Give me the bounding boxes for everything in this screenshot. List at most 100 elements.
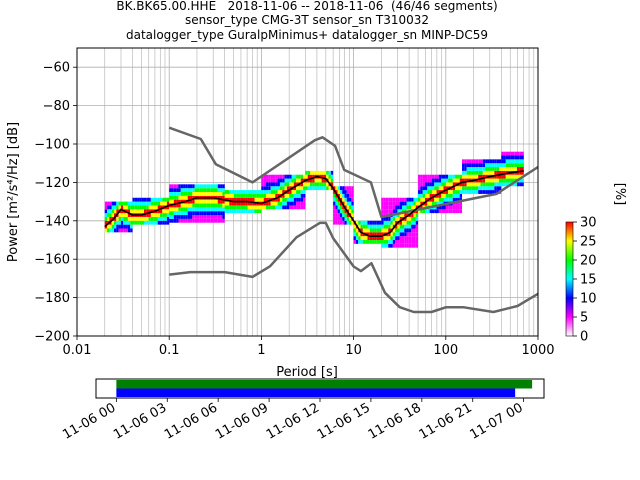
pdf-cell (519, 151, 522, 156)
pdf-cell (247, 197, 250, 202)
pdf-cell (268, 197, 271, 202)
pdf-cell (206, 184, 209, 189)
pdf-cell (275, 186, 278, 191)
pdf-cell (236, 205, 239, 210)
pdf-cell (305, 186, 308, 191)
pdf-cell (404, 232, 407, 237)
pdf-cell (436, 201, 439, 206)
pdf-cell (127, 201, 131, 206)
pdf-cell (157, 216, 161, 221)
pdf-cell (455, 209, 458, 214)
pdf-cell (289, 178, 292, 183)
pdf-cell (203, 218, 207, 223)
pdf-cell (388, 243, 391, 248)
pdf-cell (220, 207, 223, 212)
pdf-cell (328, 178, 331, 183)
pdf-cell (199, 215, 202, 219)
pdf-cell (192, 199, 195, 204)
pdf-cell (392, 240, 396, 244)
pdf-cell (164, 216, 167, 221)
pdf-cell (498, 186, 502, 191)
pdf-cell (420, 209, 423, 214)
pdf-cell (270, 186, 273, 191)
pdf-cell (201, 215, 204, 219)
pdf-cell (399, 236, 402, 240)
pdf-cell (399, 220, 402, 225)
pdf-cell (296, 197, 299, 202)
pdf-cell (455, 201, 458, 206)
pdf-cell (222, 215, 225, 219)
pdf-cell (279, 182, 283, 187)
pdf-cell (383, 197, 386, 202)
pdf-cell (111, 224, 115, 229)
pdf-cell (169, 192, 172, 196)
pdf-cell (266, 186, 269, 191)
pdf-cell (185, 195, 188, 200)
pdf-cell (279, 201, 283, 206)
pdf-cell (443, 193, 446, 198)
pdf-cell (480, 167, 483, 171)
pdf-cell (104, 216, 108, 221)
pdf-cell (362, 240, 366, 244)
pdf-cell (120, 224, 124, 229)
pdf-cell (150, 197, 154, 202)
pdf-cell (427, 193, 430, 198)
pdf-cell (146, 205, 149, 210)
pdf-cell (132, 201, 135, 206)
pdf-cell (120, 216, 124, 221)
pdf-cell (443, 174, 446, 179)
pdf-cell (185, 184, 188, 189)
pdf-cell (141, 220, 144, 225)
pdf-cell (337, 201, 340, 206)
pdf-cell (339, 197, 343, 202)
pdf-cell (231, 193, 234, 198)
pdf-cell (344, 216, 347, 221)
pdf-cell (298, 178, 301, 183)
pdf-cell (275, 201, 278, 206)
pdf-cell (514, 174, 517, 179)
pdf-cell (231, 201, 234, 206)
pdf-cell (358, 236, 361, 240)
pdf-cell (516, 170, 520, 175)
pdf-cell (418, 197, 421, 202)
pdf-cell (369, 224, 373, 229)
pdf-cell (339, 201, 343, 206)
pdf-cell (277, 201, 280, 206)
pdf-cell (259, 205, 262, 210)
pdf-cell (321, 182, 324, 187)
pdf-cell (475, 163, 479, 168)
pdf-cell (392, 236, 396, 240)
pdf-cell (196, 192, 200, 196)
pdf-cell (424, 197, 428, 202)
pdf-cell (291, 201, 294, 206)
pdf-cell (468, 163, 472, 168)
pdf-cell (178, 195, 181, 200)
pdf-cell (160, 213, 163, 217)
pdf-cell (365, 220, 368, 225)
pdf-cell (134, 220, 138, 225)
pdf-cell (408, 205, 412, 210)
pdf-cell (510, 163, 513, 168)
pdf-cell (180, 188, 184, 192)
pdf-cell (374, 232, 377, 237)
pdf-cell (464, 163, 467, 168)
pdf-cell (215, 218, 218, 223)
pdf-cell (194, 218, 197, 223)
pdf-cell (169, 218, 172, 223)
pdf-cell (194, 211, 197, 216)
pdf-cell (210, 215, 214, 219)
pdf-cell (123, 205, 126, 210)
pdf-cell (496, 186, 499, 191)
pdf-cell (351, 193, 354, 198)
pdf-cell (284, 197, 287, 202)
pdf-cell (217, 184, 221, 189)
pdf-cell (374, 228, 377, 233)
pdf-cell (436, 186, 439, 191)
pdf-cell (333, 216, 336, 221)
pdf-cell (516, 163, 520, 168)
pdf-cell (418, 209, 421, 214)
pdf-cell (259, 209, 262, 214)
pdf-cell (169, 211, 172, 216)
pdf-cell (222, 199, 225, 204)
